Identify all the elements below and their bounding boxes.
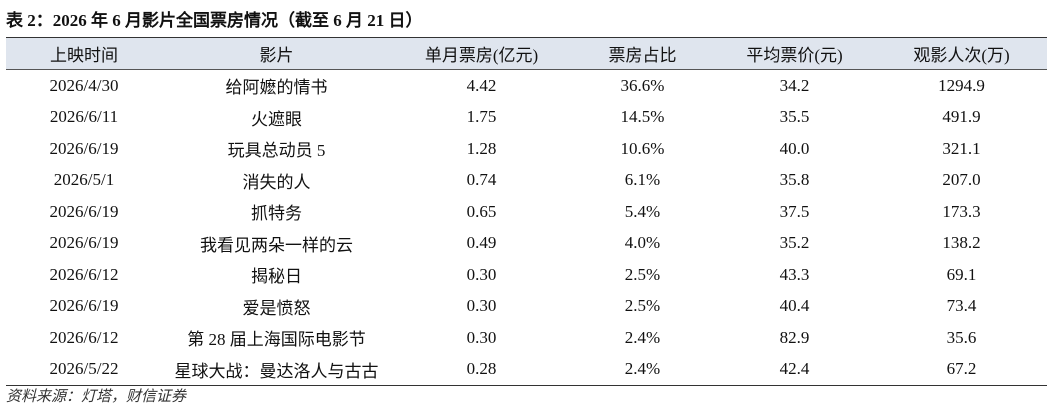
header-cell: 影片 <box>162 37 391 70</box>
table-cell: 138.2 <box>942 233 981 253</box>
table-cell: 消失的人 <box>242 172 311 192</box>
table-cell: 207.0 <box>942 170 981 190</box>
table-cell: 0.30 <box>466 327 497 347</box>
table-cell: 35.5 <box>779 107 810 127</box>
table-cell: 2026/6/19 <box>49 296 119 316</box>
table-cell: 73.4 <box>946 296 977 316</box>
table-cell: 2026/5/22 <box>6 353 162 386</box>
table-cell: 0.49 <box>466 233 497 253</box>
table-cell: 2.4% <box>572 353 713 386</box>
table-cell: 14.5% <box>620 107 665 127</box>
table-cell: 321.1 <box>942 138 981 158</box>
table-cell: 40.0 <box>779 138 810 158</box>
table-body: 2026/4/30 给阿嬷的情书 4.42 36.6% 34.2 1294.9 2026/6… <box>6 70 1047 386</box>
table-cell: 34.2 <box>779 75 810 95</box>
table-row: 2026/5/22 星球大战：曼达洛人与古古 0.28 2.4% 42.4 67.2 <box>6 353 1047 386</box>
table-cell: 爱是愤怒 <box>242 298 311 318</box>
table-cell: 69.1 <box>946 264 977 284</box>
table-cell: 491.9 <box>942 107 981 127</box>
table-row: 2026/6/19 玩具总动员 5 1.28 10.6% 40.0 321.1 <box>6 133 1047 165</box>
table-cell: 星球大战：曼达洛人与古古 <box>162 353 391 386</box>
table-cell: 173.3 <box>942 201 981 221</box>
table-cell: 2.5% <box>624 264 661 284</box>
table-cell: 2026/4/30 <box>49 75 119 95</box>
table-row: 2026/6/12 揭秘日 0.30 2.5% 43.3 69.1 <box>6 259 1047 291</box>
table-cell: 抓特务 <box>251 204 302 224</box>
table-cell: 0.28 <box>391 353 572 386</box>
table-cell: 1.75 <box>466 107 497 127</box>
table-row: 2026/6/19 抓特务 0.65 5.4% 37.5 173.3 <box>6 196 1047 228</box>
table-cell: 揭秘日 <box>251 267 302 287</box>
source-note: 资料来源：灯塔，财信证券 <box>6 389 187 405</box>
header-cell: 平均票价(元) <box>713 37 876 70</box>
table-cell: 第 28 届上海国际电影节 <box>187 330 366 350</box>
table-cell: 35.6 <box>946 327 977 347</box>
table-cell: 43.3 <box>779 264 810 284</box>
table-cell: 0.30 <box>466 296 497 316</box>
header-cell: 票房占比 <box>572 37 713 70</box>
table-cell: 6.1% <box>624 170 661 190</box>
table-cell: 0.65 <box>466 201 497 221</box>
table-cell: 2026/6/19 <box>49 233 119 253</box>
table-cell: 2.4% <box>624 327 661 347</box>
table-title: 表 2：2026 年 6 月影片全国票房情况（截至 6 月 21 日） <box>6 11 423 30</box>
table-row: 2026/4/30 给阿嬷的情书 4.42 36.6% 34.2 1294.9 <box>6 70 1047 102</box>
table-cell: 2.5% <box>624 296 661 316</box>
table-cell: 火遮眼 <box>251 109 302 129</box>
table-cell: 2026/6/19 <box>49 201 119 221</box>
table-cell: 2026/6/12 <box>49 327 119 347</box>
table-cell: 82.9 <box>779 327 810 347</box>
table-cell: 10.6% <box>620 138 665 158</box>
table-cell: 玩具总动员 5 <box>227 141 326 161</box>
table-cell: 2026/6/12 <box>49 264 119 284</box>
header-cell: 单月票房(亿元) <box>391 37 572 70</box>
table-row: 2026/6/11 火遮眼 1.75 14.5% 35.5 491.9 <box>6 102 1047 134</box>
table-cell: 2026/6/19 <box>49 138 119 158</box>
table-cell: 42.4 <box>713 353 876 386</box>
table-cell: 40.4 <box>779 296 810 316</box>
table-cell: 2026/6/11 <box>49 107 119 127</box>
table-cell: 36.6% <box>620 75 665 95</box>
table-cell: 0.30 <box>466 264 497 284</box>
table-cell: 4.42 <box>466 75 497 95</box>
table-cell: 给阿嬷的情书 <box>225 78 328 98</box>
table-row: 2026/5/1 消失的人 0.74 6.1% 35.8 207.0 <box>6 165 1047 197</box>
header-cell: 观影人次(万) <box>876 37 1047 70</box>
table-cell: 37.5 <box>779 201 810 221</box>
table-cell: 2026/5/1 <box>53 170 115 190</box>
table-cell: 5.4% <box>624 201 661 221</box>
table-cell: 67.2 <box>876 353 1047 386</box>
table-cell: 35.2 <box>779 233 810 253</box>
box-office-table: 上映时间 影片 单月票房(亿元) 票房占比 平均票价(元) 观影人次(万) 2026/4/… <box>6 37 1047 386</box>
table-row: 2026/6/19 我看见两朵一样的云 0.49 4.0% 35.2 138.2 <box>6 228 1047 260</box>
header-cell: 上映时间 <box>6 37 162 70</box>
table-row: 2026/6/12 第 28 届上海国际电影节 0.30 2.4% 82.9 35.6 <box>6 322 1047 354</box>
table-cell: 我看见两朵一样的云 <box>200 235 353 255</box>
table-cell: 35.8 <box>779 170 810 190</box>
table-cell: 4.0% <box>624 233 661 253</box>
table-cell: 1294.9 <box>938 75 985 95</box>
table-cell: 1.28 <box>466 138 497 158</box>
header-row: 上映时间 影片 单月票房(亿元) 票房占比 平均票价(元) 观影人次(万) <box>6 37 1047 70</box>
table-row: 2026/6/19 爱是愤怒 0.30 2.5% 40.4 73.4 <box>6 291 1047 323</box>
table-cell: 0.74 <box>466 170 497 190</box>
